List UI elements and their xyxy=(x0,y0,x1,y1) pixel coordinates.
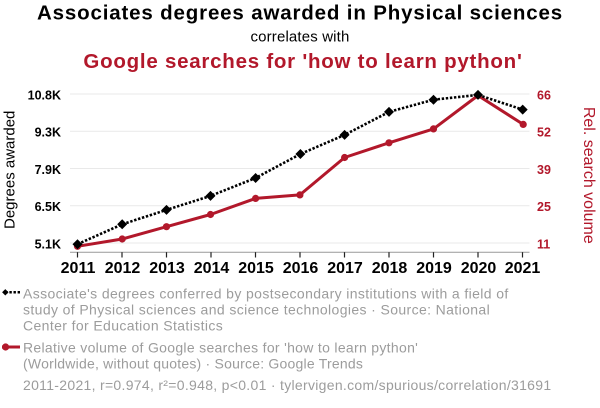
svg-text:9.3K: 9.3K xyxy=(35,126,61,140)
svg-text:2012: 2012 xyxy=(105,260,141,277)
svg-text:Associate's degrees conferred: Associate's degrees conferred by postsec… xyxy=(23,285,509,301)
svg-text:Center for Education Statistic: Center for Education Statistics xyxy=(23,317,223,333)
svg-text:Rel. search volume: Rel. search volume xyxy=(580,107,597,244)
svg-text:2011: 2011 xyxy=(61,260,96,277)
svg-text:5.1K: 5.1K xyxy=(35,237,61,251)
svg-text:2021: 2021 xyxy=(505,260,541,277)
svg-text:2015: 2015 xyxy=(238,260,274,277)
svg-text:2011-2021, r=0.974, r²=0.948,: 2011-2021, r=0.974, r²=0.948, p<0.01 · t… xyxy=(23,377,551,393)
svg-text:2018: 2018 xyxy=(372,260,408,277)
svg-text:Relative volume of Google sear: Relative volume of Google searches for '… xyxy=(23,339,418,355)
svg-text:Degrees awarded: Degrees awarded xyxy=(2,111,19,229)
svg-text:2020: 2020 xyxy=(461,260,497,277)
svg-text:correlates with: correlates with xyxy=(251,29,350,46)
svg-text:7.9K: 7.9K xyxy=(35,163,61,177)
svg-text:2013: 2013 xyxy=(149,260,185,277)
svg-text:Google searches for 'how to le: Google searches for 'how to learn python… xyxy=(83,50,522,73)
svg-text:2017: 2017 xyxy=(327,260,363,277)
svg-text:study of Physical sciences and: study of Physical sciences and science t… xyxy=(23,301,490,317)
svg-text:25: 25 xyxy=(537,200,551,214)
svg-text:(Worldwide, without quotes) ·: (Worldwide, without quotes) · Source: Go… xyxy=(23,355,363,371)
svg-text:2014: 2014 xyxy=(194,260,230,277)
svg-text:6.5K: 6.5K xyxy=(35,200,61,214)
svg-text:10.8K: 10.8K xyxy=(28,88,61,102)
svg-text:11: 11 xyxy=(537,237,550,251)
svg-text:66: 66 xyxy=(537,88,551,102)
svg-text:2016: 2016 xyxy=(283,260,319,277)
svg-text:2019: 2019 xyxy=(416,260,452,277)
svg-text:Associates degrees awarded in: Associates degrees awarded in Physical s… xyxy=(37,2,563,25)
svg-text:52: 52 xyxy=(537,126,551,140)
svg-text:39: 39 xyxy=(537,163,551,177)
